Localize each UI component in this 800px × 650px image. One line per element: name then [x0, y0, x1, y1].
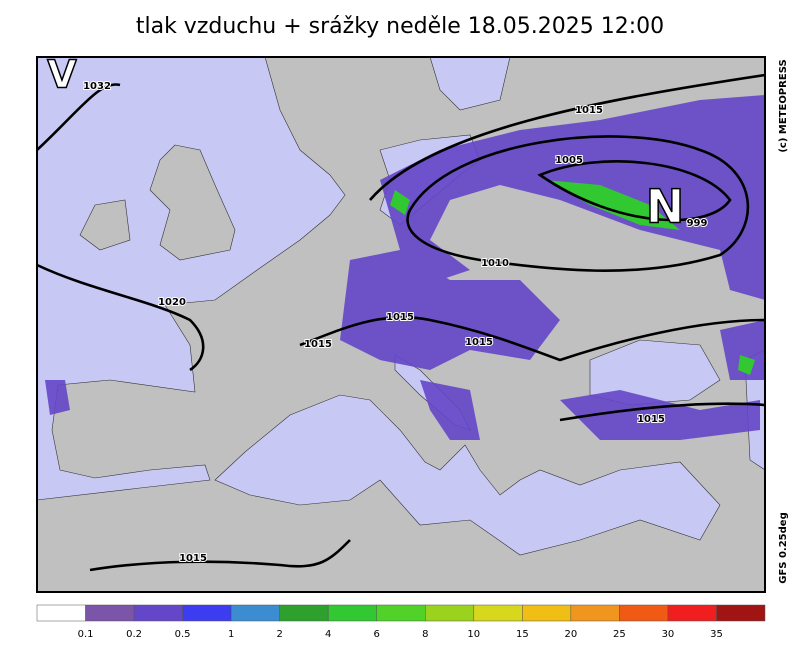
legend-label: 0.5 — [175, 629, 191, 640]
legend-swatch — [522, 604, 572, 622]
legend-swatch — [619, 604, 669, 622]
legend-label: 6 — [374, 629, 380, 640]
legend-swatch — [570, 604, 620, 622]
high-symbol: V — [47, 53, 77, 97]
low-symbol: N — [646, 180, 685, 234]
legend-swatch — [667, 604, 717, 622]
legend-label: 15 — [516, 629, 529, 640]
copyright: (c) METEOPRESS — [778, 59, 789, 152]
legend-label: 30 — [662, 629, 675, 640]
legend-swatch — [425, 604, 475, 622]
legend-label: 8 — [422, 629, 428, 640]
legend-label: 2 — [276, 629, 282, 640]
isobars — [36, 73, 766, 572]
ireland — [79, 199, 131, 251]
legend-label: 35 — [710, 629, 723, 640]
legend-swatch — [85, 604, 135, 622]
isobar-label: 1015 — [465, 337, 493, 348]
legend-swatch — [230, 604, 280, 622]
legend-label: 10 — [467, 629, 480, 640]
legend-swatch — [36, 604, 86, 622]
isobar-label: 1015 — [386, 312, 414, 323]
legend-swatch — [182, 604, 232, 622]
map: V 1032 N 999 1015 1005 1010 1020 1015 10… — [36, 52, 766, 593]
legend-swatch — [133, 604, 183, 622]
legend-swatch — [279, 604, 329, 622]
legend-label: 0.2 — [126, 629, 142, 640]
legend-swatch — [327, 604, 377, 622]
britain — [149, 144, 236, 261]
legend-label: 1 — [228, 629, 234, 640]
high-value: 1032 — [83, 81, 111, 92]
isobar-label: 1015 — [637, 414, 665, 425]
legend-swatch — [376, 604, 426, 622]
low-value: 999 — [687, 218, 708, 229]
legend: 0.1 0.2 0.5 1 2 4 6 8 10 15 20 25 30 35 — [36, 604, 766, 640]
legend-label: 25 — [613, 629, 626, 640]
isobar-label: 1010 — [481, 258, 509, 269]
mediterranean — [214, 394, 721, 556]
map-title: tlak vzduchu + srážky neděle 18.05.2025 … — [136, 14, 664, 39]
legend-swatch — [716, 604, 766, 622]
legend-label: 4 — [325, 629, 331, 640]
isobar-label: 1005 — [555, 155, 583, 166]
legend-swatch — [473, 604, 523, 622]
isobar-label: 1015 — [304, 339, 332, 350]
model-name: GFS 0.25deg — [778, 512, 789, 584]
legend-label: 0.1 — [78, 629, 94, 640]
isobar-label: 1020 — [158, 297, 186, 308]
map-frame — [36, 56, 766, 593]
isobar-label: 1015 — [179, 553, 207, 564]
isobar-label: 1015 — [575, 105, 603, 116]
legend-label: 20 — [564, 629, 577, 640]
